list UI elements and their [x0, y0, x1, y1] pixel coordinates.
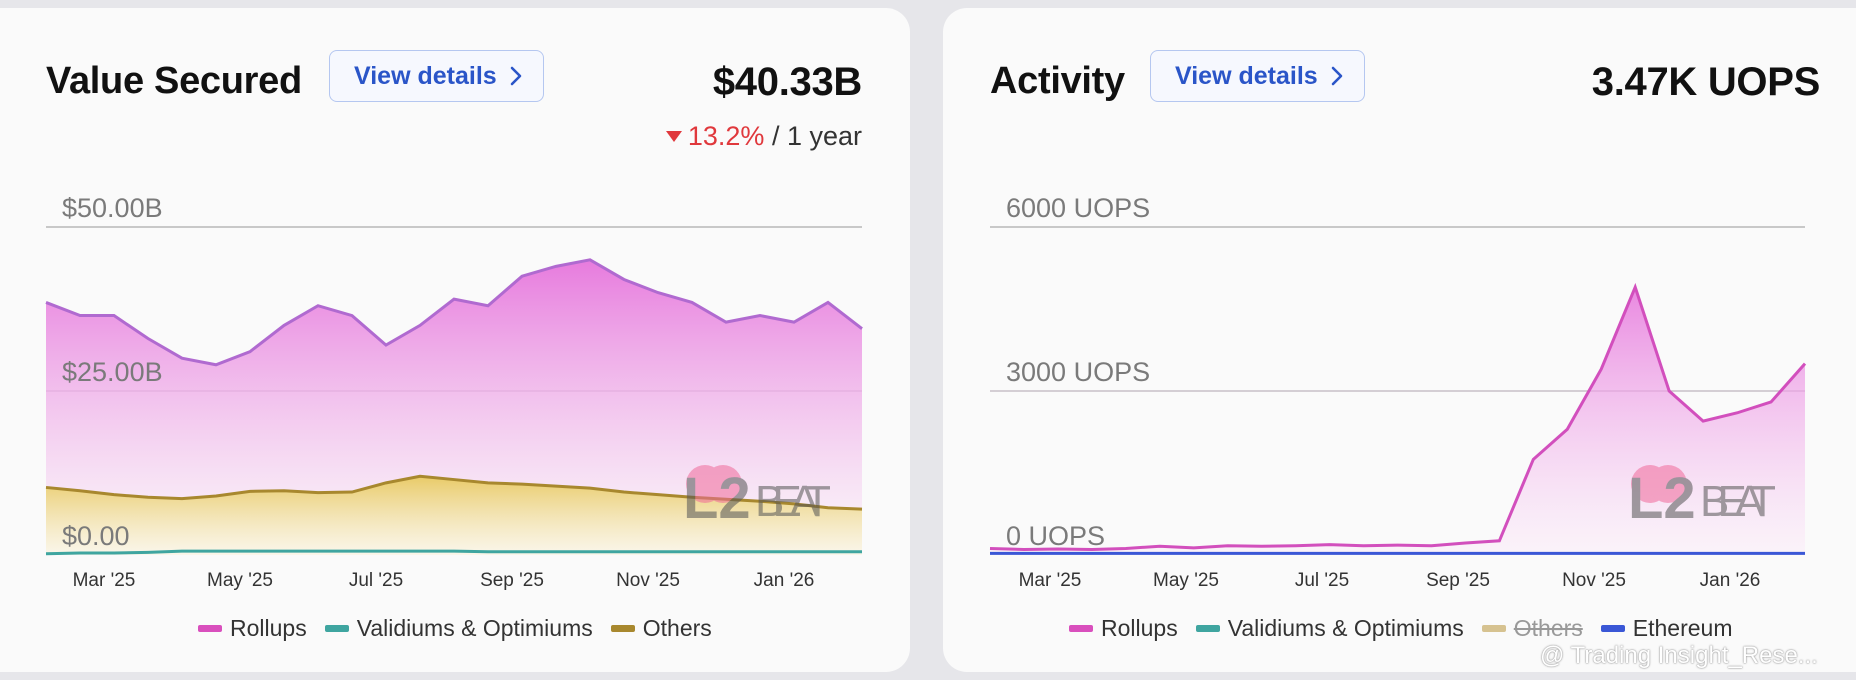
value-change: 13.2% / 1 year [665, 121, 862, 152]
x-tick-label: May '25 [1153, 570, 1219, 591]
chevron-right-icon [510, 66, 521, 86]
value-secured-total: $40.33B [712, 60, 862, 104]
rollups-line [45, 258, 863, 367]
activity-chart[interactable]: 0 UOPS 3000 UOPS 6000 UOPS Mar '25 May '25 Ju… [943, 8, 1856, 672]
legend-item-others[interactable]: Others [1481, 615, 1583, 642]
change-percent: 13.2% [687, 121, 765, 151]
rollups-area [990, 287, 1805, 555]
activity-view-details-button[interactable]: View details [1150, 50, 1365, 102]
button-label: View details [354, 61, 497, 90]
validiums-optimiums-line [45, 549, 862, 556]
value-secured-card: Value Secured View details $40.33B 13.2%… [0, 8, 910, 672]
watermark: @ Trading Insight_Rese... [1540, 642, 1818, 669]
activity-title: Activity [990, 60, 1125, 102]
l2beat-logo: L2 BEAT [1628, 465, 1776, 531]
svg-text:BEAT: BEAT [1700, 477, 1776, 526]
value-secured-title: Value Secured [46, 60, 302, 102]
legend-swatch [1481, 625, 1506, 632]
x-tick-label: Sep '25 [480, 570, 544, 591]
legend-item-rollups[interactable]: Rollups [198, 615, 307, 642]
legend-label: Rollups [230, 615, 307, 641]
value-legend: Rollups Validiums & Optimiums Others [198, 615, 730, 642]
svg-text:L2: L2 [683, 466, 751, 531]
legend-swatch [610, 625, 635, 632]
activity-legend: Rollups Validiums & Optimiums Others Ethere… [1069, 615, 1751, 642]
legend-label: Ethereum [1632, 615, 1733, 641]
value-secured-chart[interactable]: $0.00 $25.00B $50.00B Mar '25 May '25 Jul '25… [0, 8, 910, 672]
change-period: / 1 year [771, 121, 862, 151]
activity-total: 3.47K UOPS [1591, 60, 1821, 104]
x-tick-label: May '25 [207, 570, 273, 591]
x-tick-label: Nov '25 [616, 570, 680, 591]
button-label: View details [1175, 61, 1318, 90]
legend-label: Others [642, 615, 712, 641]
y-tick-label: $0.00 [62, 521, 130, 551]
x-tick-label: Jan '26 [1700, 570, 1761, 591]
legend-label: Validiums & Optimiums [356, 615, 593, 641]
x-tick-label: Jul '25 [349, 570, 403, 591]
y-tick-label: $50.00B [62, 193, 163, 223]
legend-item-validiums-optimiums[interactable]: Validiums & Optimiums [324, 615, 593, 642]
arrow-down-icon [665, 131, 682, 142]
y-tick-label: 3000 UOPS [1006, 357, 1150, 387]
y-tick-label: $25.00B [62, 357, 163, 387]
legend-swatch [1195, 625, 1220, 632]
y-tick-label: 0 UOPS [1006, 521, 1105, 551]
x-tick-label: Mar '25 [1019, 570, 1082, 591]
rollups-area [46, 259, 862, 510]
legend-item-validiums-optimiums[interactable]: Validiums & Optimiums [1195, 615, 1464, 642]
legend-swatch [1600, 625, 1625, 632]
svg-text:L2: L2 [1628, 466, 1696, 531]
legend-label: Others [1513, 615, 1583, 641]
x-tick-label: Jul '25 [1295, 570, 1349, 591]
legend-swatch [198, 625, 222, 632]
x-tick-label: Sep '25 [1426, 570, 1490, 591]
legend-label: Validiums & Optimiums [1227, 615, 1464, 641]
y-tick-label: 6000 UOPS [1006, 193, 1150, 223]
legend-item-ethereum[interactable]: Ethereum [1600, 615, 1733, 642]
l2beat-logo: L2 BEAT [683, 465, 831, 531]
x-tick-label: Mar '25 [73, 570, 136, 591]
legend-label: Rollups [1101, 615, 1178, 641]
legend-swatch [1069, 625, 1093, 632]
activity-card: Activity View details 3.47K UOPS 0 UOPS 3… [943, 8, 1856, 672]
legend-item-others[interactable]: Others [610, 615, 712, 642]
legend-swatch [324, 625, 349, 632]
chevron-right-icon [1331, 66, 1342, 86]
rollups-line [989, 282, 1807, 552]
x-tick-label: Jan '26 [754, 570, 815, 591]
svg-text:BEAT: BEAT [755, 477, 831, 526]
value-view-details-button[interactable]: View details [329, 50, 544, 102]
legend-item-rollups[interactable]: Rollups [1069, 615, 1178, 642]
x-tick-label: Nov '25 [1562, 570, 1626, 591]
